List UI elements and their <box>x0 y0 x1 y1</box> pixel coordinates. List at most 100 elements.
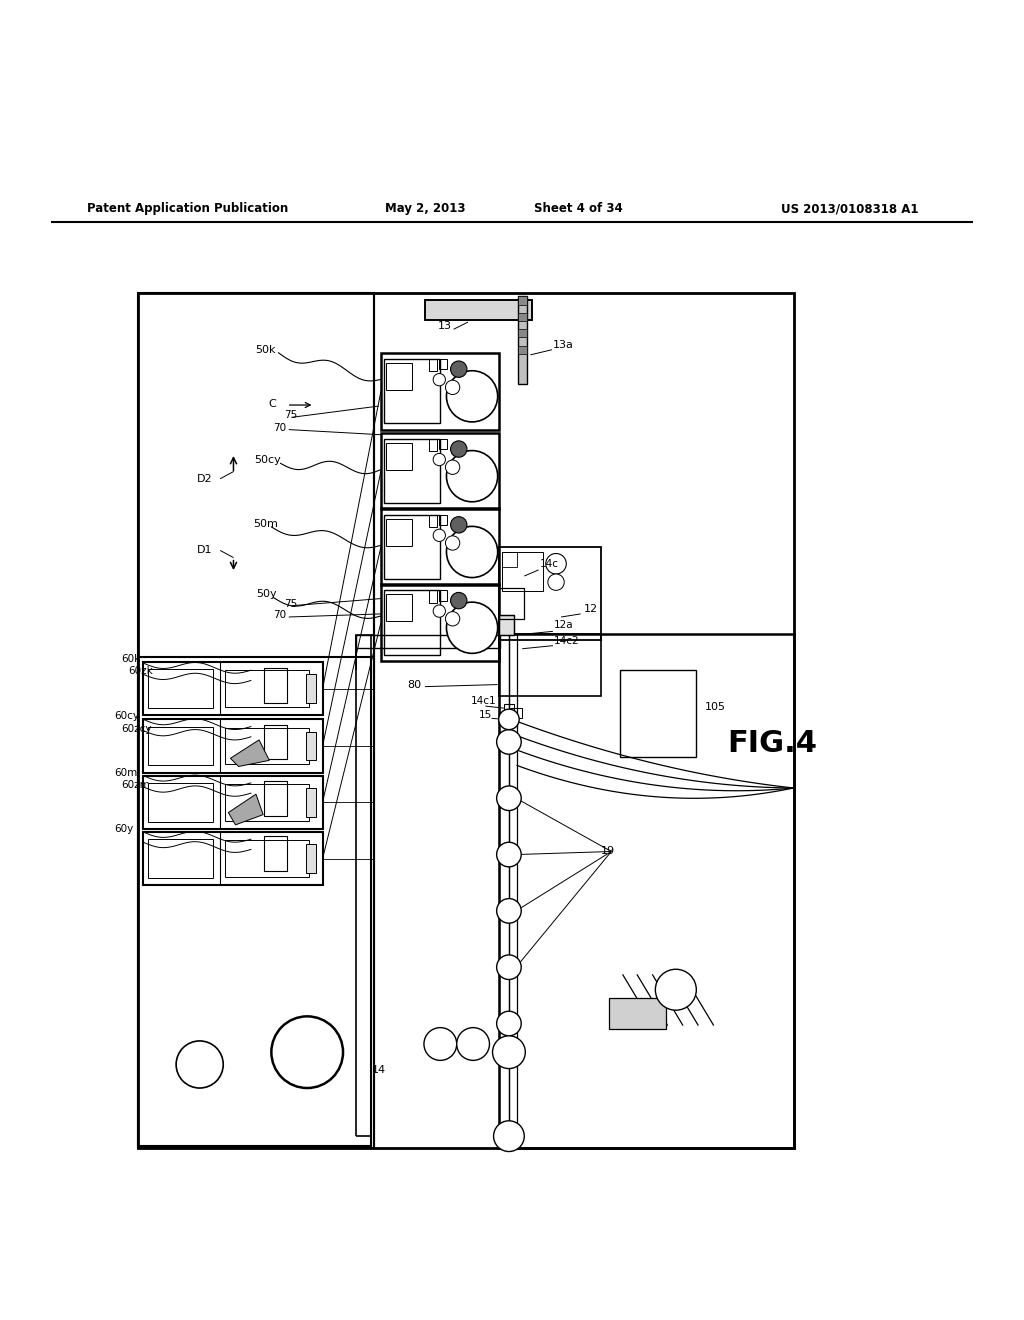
Circle shape <box>446 527 498 578</box>
Bar <box>499 635 509 1126</box>
Bar <box>518 346 527 354</box>
Circle shape <box>546 553 566 574</box>
Text: 19: 19 <box>601 846 615 857</box>
Text: 13: 13 <box>438 321 453 331</box>
Text: 50y: 50y <box>256 590 276 599</box>
Bar <box>386 444 412 470</box>
Circle shape <box>445 611 460 626</box>
Bar <box>381 352 499 429</box>
Text: 50m: 50m <box>253 519 278 529</box>
Circle shape <box>499 709 519 730</box>
Bar <box>425 300 532 319</box>
Bar <box>225 671 309 708</box>
Bar <box>620 671 696 758</box>
Bar <box>439 590 447 601</box>
Circle shape <box>451 593 467 609</box>
Bar <box>386 594 412 622</box>
Circle shape <box>451 360 467 378</box>
Bar <box>138 657 371 1146</box>
Text: 50cy: 50cy <box>254 455 281 466</box>
Bar <box>439 359 447 370</box>
Bar <box>143 719 323 772</box>
Circle shape <box>445 380 460 395</box>
Circle shape <box>445 461 460 474</box>
Text: C: C <box>268 399 276 409</box>
Bar <box>518 297 527 384</box>
Text: 14c2: 14c2 <box>554 635 580 645</box>
Text: US 2013/0108318 A1: US 2013/0108318 A1 <box>781 202 919 215</box>
Text: 14: 14 <box>372 1065 386 1074</box>
Bar <box>499 548 601 639</box>
Bar <box>384 515 440 579</box>
Bar <box>502 553 543 591</box>
Bar <box>381 433 499 510</box>
Text: May 2, 2013: May 2, 2013 <box>385 202 465 215</box>
Bar <box>429 590 437 603</box>
Bar <box>381 508 499 585</box>
Circle shape <box>445 536 460 550</box>
Bar <box>384 438 440 503</box>
Text: 60zcy: 60zcy <box>121 723 152 734</box>
Circle shape <box>655 969 696 1010</box>
Text: 13a: 13a <box>553 339 573 350</box>
Text: 14c1: 14c1 <box>471 696 497 706</box>
Text: 15: 15 <box>479 710 493 721</box>
Bar <box>225 727 309 764</box>
Bar <box>509 635 517 1126</box>
Bar <box>143 776 323 829</box>
Bar <box>225 841 309 876</box>
Bar <box>306 731 316 760</box>
Text: 60y: 60y <box>115 824 134 834</box>
Bar <box>264 836 287 871</box>
Text: 70: 70 <box>273 422 287 433</box>
Polygon shape <box>228 795 263 825</box>
Bar <box>306 845 316 873</box>
Circle shape <box>424 1027 457 1060</box>
Circle shape <box>176 1041 223 1088</box>
Circle shape <box>271 1016 343 1088</box>
Bar <box>609 998 666 1028</box>
Bar <box>518 297 527 305</box>
Bar <box>439 515 447 525</box>
Bar <box>425 300 532 319</box>
Text: 60cy: 60cy <box>115 711 139 721</box>
Bar <box>148 840 213 878</box>
Circle shape <box>493 1036 525 1069</box>
Bar <box>143 663 323 715</box>
Bar <box>306 788 316 817</box>
Text: D1: D1 <box>197 545 212 556</box>
Circle shape <box>451 516 467 533</box>
Bar <box>386 519 412 545</box>
Bar <box>138 293 374 1148</box>
Text: 80: 80 <box>408 680 422 689</box>
Text: 60zm: 60zm <box>121 780 150 789</box>
Bar <box>384 590 440 655</box>
Bar <box>264 725 287 759</box>
Circle shape <box>446 371 498 422</box>
Circle shape <box>457 1027 489 1060</box>
Text: 70: 70 <box>273 610 287 620</box>
Bar <box>518 313 527 321</box>
Bar <box>148 783 213 822</box>
Bar <box>386 363 412 389</box>
Circle shape <box>497 730 521 754</box>
Bar <box>429 438 437 451</box>
Circle shape <box>433 374 445 385</box>
Bar <box>384 359 440 424</box>
Bar <box>518 329 527 338</box>
Bar <box>148 669 213 708</box>
Text: 75: 75 <box>284 599 297 609</box>
Circle shape <box>497 899 521 923</box>
Bar <box>264 668 287 704</box>
Bar <box>306 675 316 704</box>
Bar <box>429 359 437 371</box>
Text: 12a: 12a <box>554 620 573 630</box>
Bar <box>499 589 524 619</box>
Circle shape <box>497 785 521 810</box>
Bar <box>356 635 500 648</box>
Polygon shape <box>230 741 269 767</box>
Circle shape <box>433 605 445 618</box>
Circle shape <box>446 602 498 653</box>
Circle shape <box>548 574 564 590</box>
Bar <box>502 553 517 566</box>
